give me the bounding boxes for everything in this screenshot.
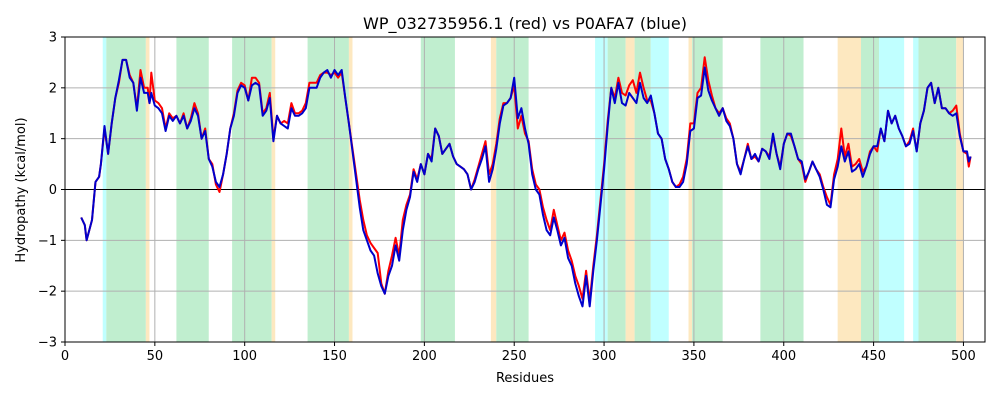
x-tick-label-9: 450 xyxy=(861,349,886,364)
x-tick-label-0: 0 xyxy=(61,349,69,364)
y-tick-label-6: 3 xyxy=(49,31,57,46)
x-tick-label-4: 200 xyxy=(412,349,437,364)
series-line-1 xyxy=(80,58,972,308)
x-axis-label: Residues xyxy=(496,371,554,386)
y-tick-label-0: −3 xyxy=(38,336,57,351)
x-tick-label-5: 250 xyxy=(502,349,527,364)
y-ticks: −3 −2 −1 0 1 2 3 xyxy=(38,31,65,351)
x-tick-label-6: 300 xyxy=(592,349,617,364)
x-tick-label-7: 350 xyxy=(681,349,706,364)
y-tick-label-5: 2 xyxy=(49,81,57,96)
y-axis-label: Hydropathy (kcal/mol) xyxy=(14,117,29,262)
series-layer xyxy=(80,56,972,308)
y-tick-label-2: −1 xyxy=(38,234,57,249)
y-tick-label-4: 1 xyxy=(49,132,57,147)
x-tick-label-10: 500 xyxy=(951,349,976,364)
x-tick-label-1: 50 xyxy=(147,349,164,364)
x-tick-label-8: 400 xyxy=(771,349,796,364)
x-tick-label-3: 150 xyxy=(322,349,347,364)
y-tick-label-3: 0 xyxy=(49,183,57,198)
chart-title: WP_032735956.1 (red) vs P0AFA7 (blue) xyxy=(363,14,687,34)
x-tick-label-2: 100 xyxy=(232,349,257,364)
y-tick-label-1: −2 xyxy=(38,285,57,300)
x-ticks: 0 50 100 150 200 250 300 350 400 450 500 xyxy=(61,342,976,364)
